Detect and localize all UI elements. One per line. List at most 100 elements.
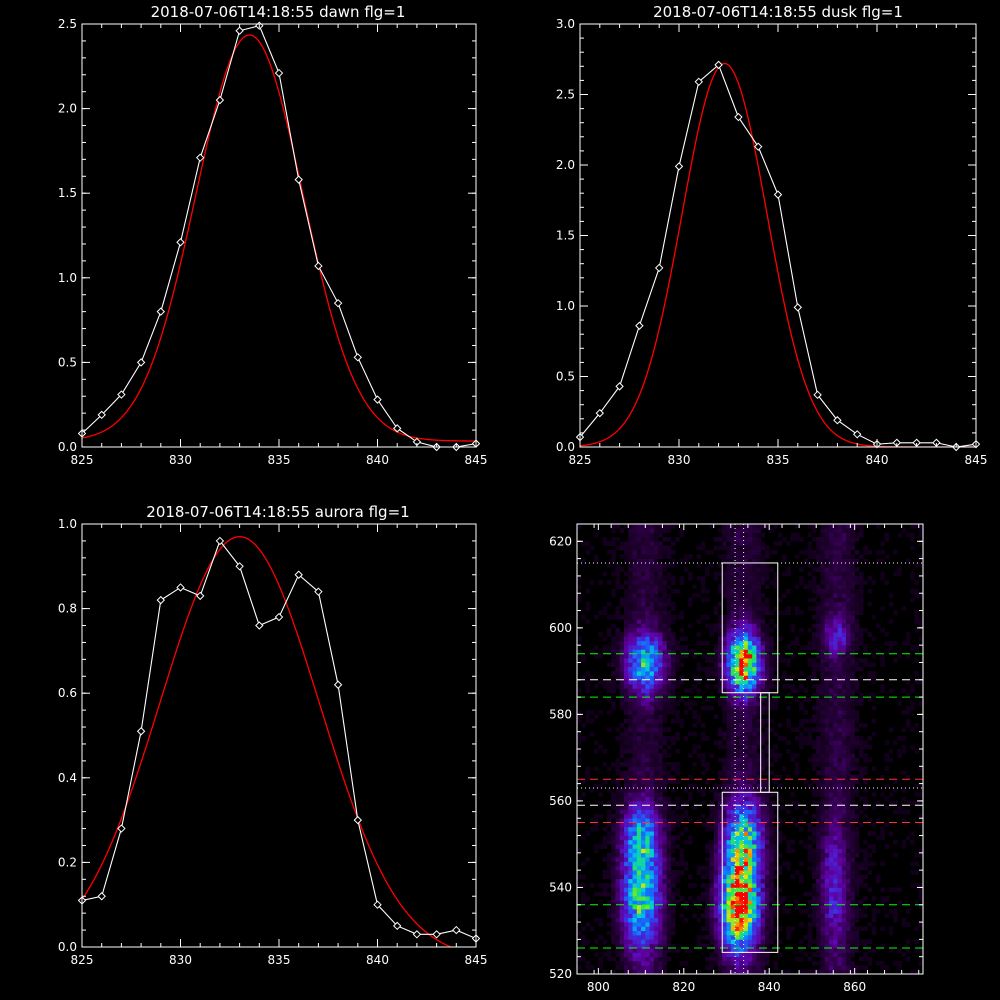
heatmap-cell bbox=[841, 952, 847, 957]
heatmap-cell bbox=[824, 809, 830, 815]
heatmap-cell bbox=[739, 839, 744, 845]
heatmap-cell bbox=[641, 627, 646, 633]
heatmap-cell bbox=[756, 787, 761, 793]
heatmap-cell bbox=[790, 848, 796, 854]
heatmap-cell bbox=[645, 636, 650, 642]
heatmap-cell bbox=[606, 852, 612, 858]
heatmap-cell bbox=[717, 671, 723, 676]
dusk-panel-title: 2018-07-06T14:18:55 dusk flg=1 bbox=[653, 3, 903, 21]
heatmap-cell bbox=[739, 761, 744, 767]
heatmap-cell bbox=[752, 969, 757, 975]
heatmap-cell bbox=[623, 857, 629, 862]
heatmap-cell bbox=[636, 666, 642, 672]
heatmap-cell bbox=[717, 870, 723, 875]
heatmap-cell bbox=[841, 883, 847, 888]
heatmap-cell bbox=[739, 666, 744, 672]
heatmap-cell bbox=[649, 740, 655, 745]
heatmap-cell bbox=[645, 532, 650, 538]
heatmap-cell bbox=[645, 727, 650, 732]
heatmap-cell bbox=[619, 541, 625, 546]
heatmap-cell bbox=[730, 653, 736, 659]
heatmap-cell bbox=[606, 684, 612, 689]
heatmap-cell bbox=[577, 584, 582, 590]
heatmap-cell bbox=[777, 926, 783, 932]
heatmap-cell bbox=[726, 679, 732, 685]
heatmap-cell bbox=[816, 952, 821, 957]
heatmap-cell bbox=[645, 688, 650, 694]
heatmap-cell bbox=[700, 753, 706, 758]
heatmap-cell bbox=[726, 610, 732, 616]
heatmap-cell bbox=[602, 749, 608, 754]
heatmap-cell bbox=[807, 783, 813, 789]
heatmap-cell bbox=[636, 809, 642, 815]
heatmap-cell bbox=[799, 826, 804, 832]
heatmap-cell bbox=[615, 567, 621, 572]
heatmap-cell bbox=[662, 887, 667, 893]
heatmap-cell bbox=[790, 688, 796, 694]
heatmap-cell bbox=[649, 666, 655, 672]
heatmap-cell bbox=[846, 736, 851, 741]
heatmap-cell bbox=[705, 826, 710, 832]
heatmap-cell bbox=[837, 935, 843, 940]
heatmap-cell bbox=[726, 961, 732, 966]
heatmap-cell bbox=[611, 805, 616, 810]
heatmap-cell bbox=[653, 831, 659, 836]
heatmap-cell bbox=[670, 818, 676, 823]
heatmap-cell bbox=[764, 671, 770, 676]
heatmap-cell bbox=[658, 597, 663, 603]
heatmap-cell bbox=[628, 848, 633, 854]
heatmap-cell bbox=[598, 744, 603, 750]
heatmap-cell bbox=[577, 593, 582, 598]
heatmap-cell bbox=[777, 736, 783, 741]
heatmap-cell bbox=[666, 653, 672, 659]
heatmap-cell bbox=[769, 675, 774, 681]
heatmap-cell bbox=[850, 896, 855, 901]
heatmap-cell bbox=[658, 567, 663, 572]
heatmap-cell bbox=[658, 939, 663, 945]
heatmap-cell bbox=[709, 857, 714, 862]
heatmap-cell bbox=[705, 857, 710, 862]
heatmap-cell bbox=[632, 536, 638, 542]
heatmap-cell bbox=[653, 749, 659, 754]
heatmap-cell bbox=[628, 948, 633, 953]
heatmap-cell bbox=[581, 926, 586, 932]
heatmap-cell bbox=[709, 922, 714, 927]
heatmap-cell bbox=[735, 545, 740, 551]
heatmap-cell bbox=[658, 926, 663, 932]
heatmap-cell bbox=[641, 740, 646, 745]
heatmap-cell bbox=[662, 701, 667, 707]
heatmap-cell bbox=[662, 943, 667, 949]
heatmap-cell bbox=[794, 805, 800, 810]
heatmap-cell bbox=[709, 753, 714, 758]
heatmap-cell bbox=[850, 701, 855, 707]
heatmap-cell bbox=[850, 640, 855, 646]
heatmap-cell bbox=[747, 710, 753, 715]
heatmap-cell bbox=[700, 584, 706, 590]
heatmap-cell bbox=[717, 571, 723, 577]
heatmap-cell bbox=[713, 822, 719, 828]
heatmap-cell bbox=[773, 606, 779, 611]
heatmap-cell bbox=[820, 549, 826, 555]
heatmap-cell bbox=[850, 740, 855, 745]
heatmap-cell bbox=[649, 714, 655, 720]
heatmap-cell bbox=[824, 757, 830, 763]
heatmap-cell bbox=[632, 831, 638, 836]
heatmap-cell bbox=[807, 956, 813, 962]
heatmap-cell bbox=[777, 852, 783, 858]
heatmap-cell bbox=[636, 705, 642, 711]
heatmap-cell bbox=[628, 558, 633, 564]
heatmap-cell bbox=[786, 692, 791, 698]
heatmap-cell bbox=[833, 952, 838, 957]
heatmap-cell bbox=[752, 822, 757, 828]
heatmap-cell bbox=[649, 524, 655, 529]
heatmap-cell bbox=[841, 779, 847, 784]
heatmap-cell bbox=[658, 731, 663, 737]
heatmap-cell bbox=[756, 874, 761, 880]
heatmap-cell bbox=[653, 718, 659, 724]
heatmap-cell bbox=[636, 948, 642, 953]
heatmap-cell bbox=[730, 857, 736, 862]
heatmap-cell bbox=[752, 571, 757, 577]
heatmap-cell bbox=[841, 956, 847, 962]
heatmap-cell bbox=[730, 861, 736, 867]
